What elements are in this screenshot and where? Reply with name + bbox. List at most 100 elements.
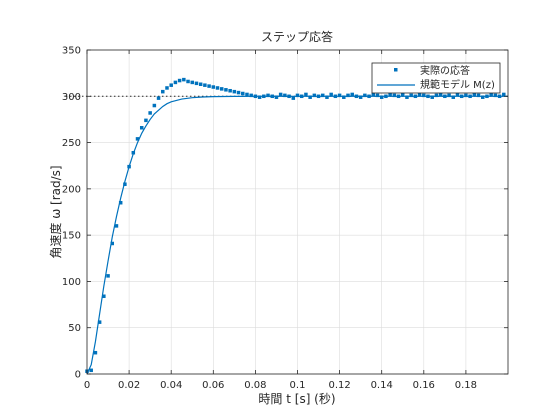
data-point (152, 103, 157, 108)
data-point (89, 368, 93, 373)
data-point (123, 182, 127, 186)
x-tick-label: 0.12 (328, 380, 350, 391)
data-point (417, 92, 422, 97)
data-point (493, 93, 498, 98)
data-point (392, 93, 397, 98)
data-point (97, 320, 102, 324)
data-point (102, 294, 106, 298)
data-point (211, 85, 216, 89)
data-point (182, 77, 186, 82)
data-point (333, 94, 338, 99)
data-point (253, 94, 258, 99)
y-tick-label: 150 (62, 231, 81, 242)
data-point (312, 93, 317, 98)
x-axis-label: 時間 t [s] (秒) (258, 392, 335, 406)
data-point (489, 92, 493, 97)
data-point (148, 111, 152, 115)
data-point (464, 93, 468, 98)
legend-label-actual: 実際の応答 (420, 64, 470, 77)
data-point (161, 89, 165, 94)
data-point (316, 94, 321, 99)
data-point (422, 93, 426, 98)
data-point (426, 94, 430, 99)
legend-box (371, 62, 501, 94)
y-tick-label: 250 (62, 138, 81, 149)
data-point (224, 88, 228, 92)
data-point (304, 92, 308, 97)
data-point (190, 80, 194, 85)
data-point (215, 86, 220, 90)
data-point (228, 88, 232, 93)
legend-marker-actual (394, 68, 398, 72)
data-point (114, 224, 119, 228)
data-point (118, 200, 123, 205)
data-point (329, 92, 333, 97)
y-tick-label: 350 (62, 46, 81, 57)
data-point (363, 93, 367, 98)
data-point (194, 81, 199, 86)
data-point (430, 95, 434, 99)
y-axis-label: 角速度 ω [rad/s] (48, 165, 63, 258)
data-point (241, 91, 245, 96)
data-point (325, 95, 329, 99)
data-point (198, 82, 203, 86)
data-point (384, 94, 388, 99)
data-point (358, 95, 363, 99)
x-tick-label: 0.08 (244, 380, 266, 391)
data-point (354, 94, 359, 99)
data-point (485, 94, 489, 99)
data-point (177, 78, 182, 83)
data-point (110, 241, 115, 246)
data-point (283, 93, 287, 98)
data-point (207, 84, 211, 88)
data-point (156, 96, 161, 100)
y-tick-label: 200 (62, 184, 81, 195)
data-point (291, 96, 296, 100)
data-point (131, 151, 136, 155)
data-point (287, 94, 291, 99)
data-point (165, 86, 169, 90)
data-point (480, 95, 485, 99)
data-point (472, 92, 477, 97)
data-point (468, 94, 472, 99)
data-point (245, 92, 249, 97)
legend: 実際の応答 規範モデル M(z) (371, 62, 501, 94)
data-point (379, 95, 384, 99)
data-point (413, 94, 418, 99)
data-point (405, 95, 409, 99)
data-point (476, 93, 481, 98)
x-tick-label: 0.02 (118, 380, 140, 391)
data-point (236, 90, 241, 95)
y-tick-label: 300 (62, 92, 81, 103)
x-tick-label: 0.06 (202, 380, 224, 391)
data-point (249, 93, 253, 98)
x-tick-label: 0.18 (455, 380, 477, 391)
data-point (93, 350, 98, 355)
y-tick-label: 50 (68, 323, 81, 334)
data-point (262, 94, 266, 99)
data-point (321, 93, 325, 98)
data-point (497, 94, 502, 99)
x-tick-label: 0.16 (413, 380, 435, 391)
data-point (447, 93, 451, 98)
data-point (401, 92, 405, 97)
data-point (266, 93, 270, 98)
axis-ticks: 0 0.02 0.04 0.06 0.08 0.1 0.12 0.14 0.16 0.18 0 50 1… (62, 46, 508, 391)
data-point (346, 93, 350, 98)
data-point (459, 94, 464, 99)
x-tick-label: 0.14 (371, 380, 393, 391)
data-point (438, 92, 443, 97)
data-point (232, 89, 237, 94)
data-point (270, 94, 274, 99)
data-point (135, 137, 140, 141)
data-point (409, 93, 413, 98)
data-point (278, 92, 283, 97)
x-tick-label: 0.1 (290, 380, 306, 391)
data-point (434, 93, 439, 98)
data-point (169, 83, 173, 87)
x-tick-label: 0 (84, 380, 90, 391)
x-tick-label: 0.04 (160, 380, 182, 391)
data-point (388, 92, 392, 97)
data-point (375, 93, 380, 98)
